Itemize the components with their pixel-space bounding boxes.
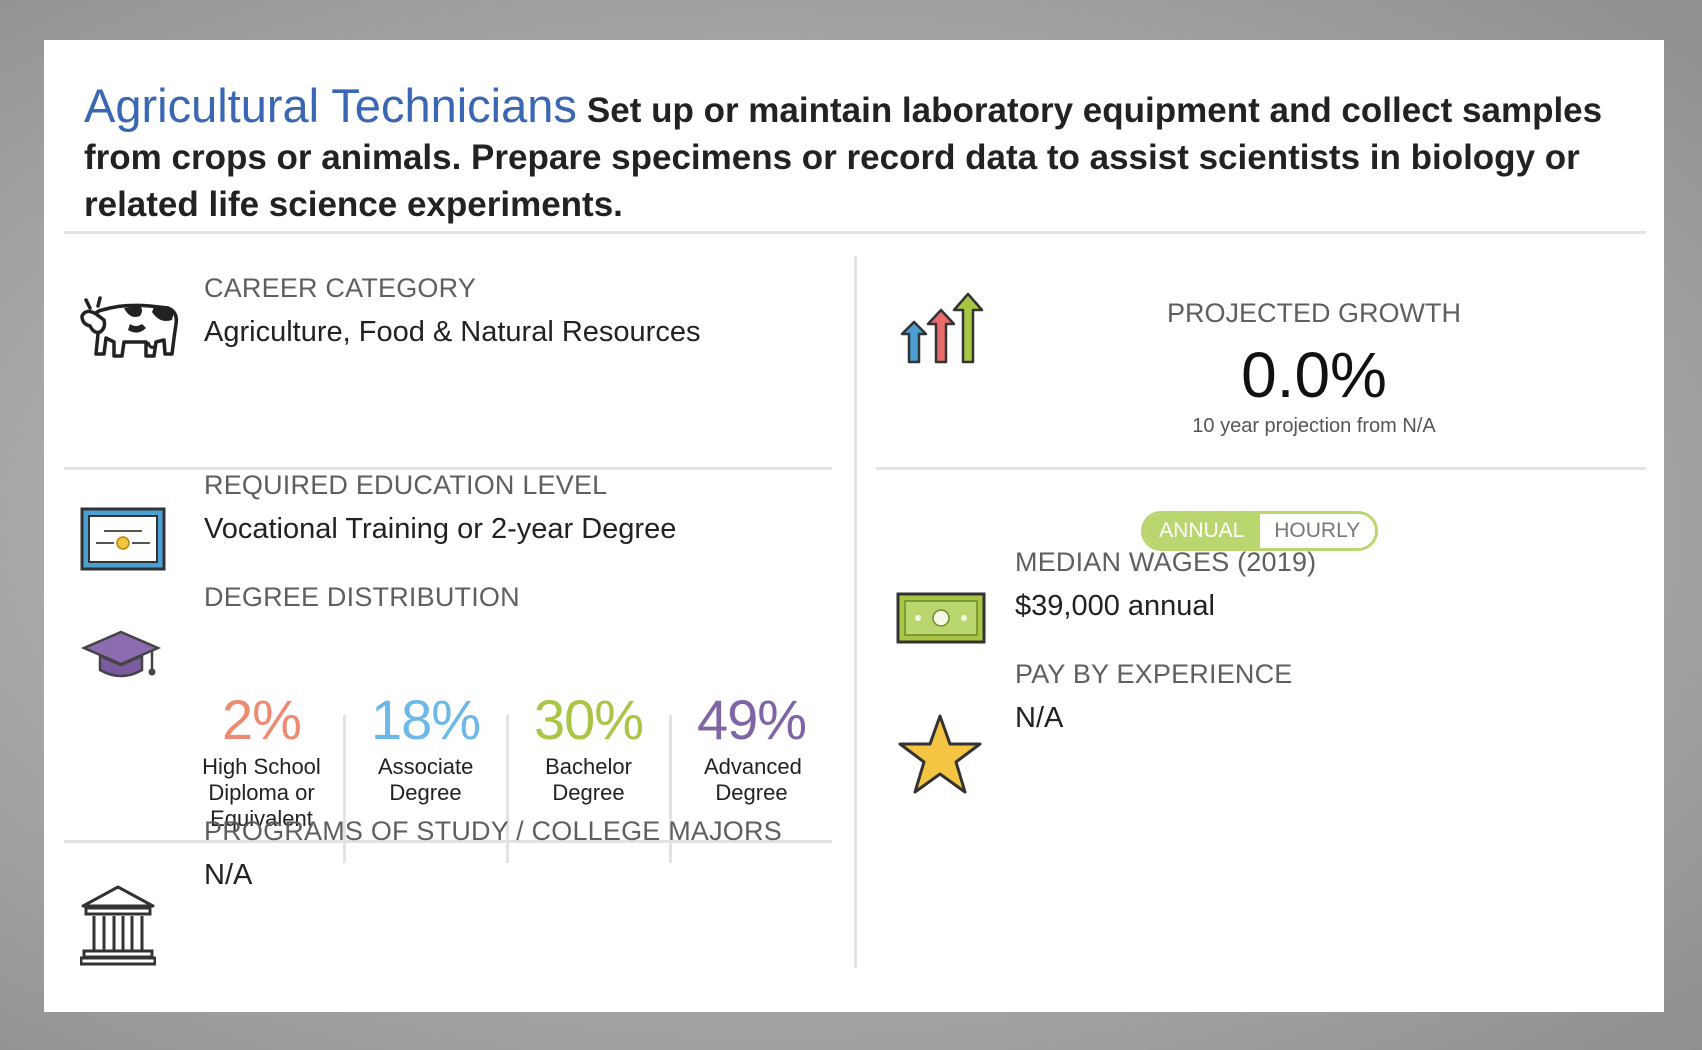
header-divider	[64, 231, 1646, 234]
degree-dist-advanced: 49% Advanced Degree	[670, 688, 833, 806]
growth-note: 10 year projection from N/A	[1192, 415, 1436, 437]
degree-dist-pct: 49%	[696, 688, 807, 751]
degree-dist-separator	[343, 715, 346, 863]
money-bill-icon	[896, 592, 986, 649]
degree-dist-separator	[669, 715, 672, 863]
programs-value: N/A	[204, 859, 253, 891]
degree-distribution-label: DEGREE DISTRIBUTION	[204, 582, 520, 612]
degree-dist-separator	[506, 715, 509, 863]
degree-dist-associate: 18% Associate Degree	[344, 688, 507, 806]
pay-experience-value: N/A	[1015, 702, 1064, 734]
career-category-value: Agriculture, Food & Natural Resources	[204, 316, 701, 348]
median-wages-label: MEDIAN WAGES (2019)	[1015, 547, 1317, 577]
degree-dist-label: High School Diploma or Equivalent	[202, 754, 321, 831]
programs-label: PROGRAMS OF STUDY / COLLEGE MAJORS	[204, 816, 782, 846]
cow-icon	[80, 290, 182, 369]
growth-block: PROJECTED GROWTH 0.0% 10 year projection…	[1114, 298, 1514, 438]
column-divider	[854, 256, 857, 968]
degree-dist-pct: 2%	[222, 688, 302, 751]
degree-dist-high-school: 2% High School Diploma or Equivalent	[180, 688, 343, 832]
career-description: Set up or maintain laboratory equipment …	[84, 91, 1603, 224]
degree-dist-label: Advanced Degree	[704, 754, 802, 805]
diploma-certificate-icon	[80, 507, 166, 576]
growth-label: PROJECTED GROWTH	[1167, 298, 1461, 328]
building-columns-icon	[79, 884, 157, 971]
degree-dist-pct: 18%	[370, 688, 481, 751]
career-card: Agricultural Technicians Set up or mainta…	[44, 40, 1664, 1012]
growth-arrows-icon	[896, 290, 990, 373]
career-header: Agricultural Technicians Set up or mainta…	[84, 82, 1604, 228]
median-wages-value: $39,000 annual	[1015, 590, 1215, 622]
career-title: Agricultural Technicians	[84, 79, 577, 132]
education-value: Vocational Training or 2-year Degree	[204, 513, 677, 545]
wage-period-toggle[interactable]: ANNUAL HOURLY	[1141, 511, 1378, 551]
education-label: REQUIRED EDUCATION LEVEL	[204, 470, 608, 500]
star-icon	[896, 712, 984, 801]
graduation-cap-icon	[80, 628, 162, 689]
degree-dist-bachelor: 30% Bachelor Degree	[507, 688, 670, 806]
left-divider-2	[64, 840, 832, 843]
degree-dist-label: Bachelor Degree	[545, 754, 632, 805]
pay-experience-label: PAY BY EXPERIENCE	[1015, 659, 1293, 689]
right-divider-1	[876, 467, 1646, 470]
degree-dist-pct: 30%	[533, 688, 644, 751]
hourly-toggle-option[interactable]: HOURLY	[1259, 514, 1375, 548]
growth-value: 0.0%	[1241, 339, 1387, 411]
left-divider-1	[64, 467, 832, 470]
career-category-label: CAREER CATEGORY	[204, 273, 477, 303]
degree-dist-label: Associate Degree	[378, 754, 474, 805]
annual-toggle-option[interactable]: ANNUAL	[1144, 514, 1260, 548]
